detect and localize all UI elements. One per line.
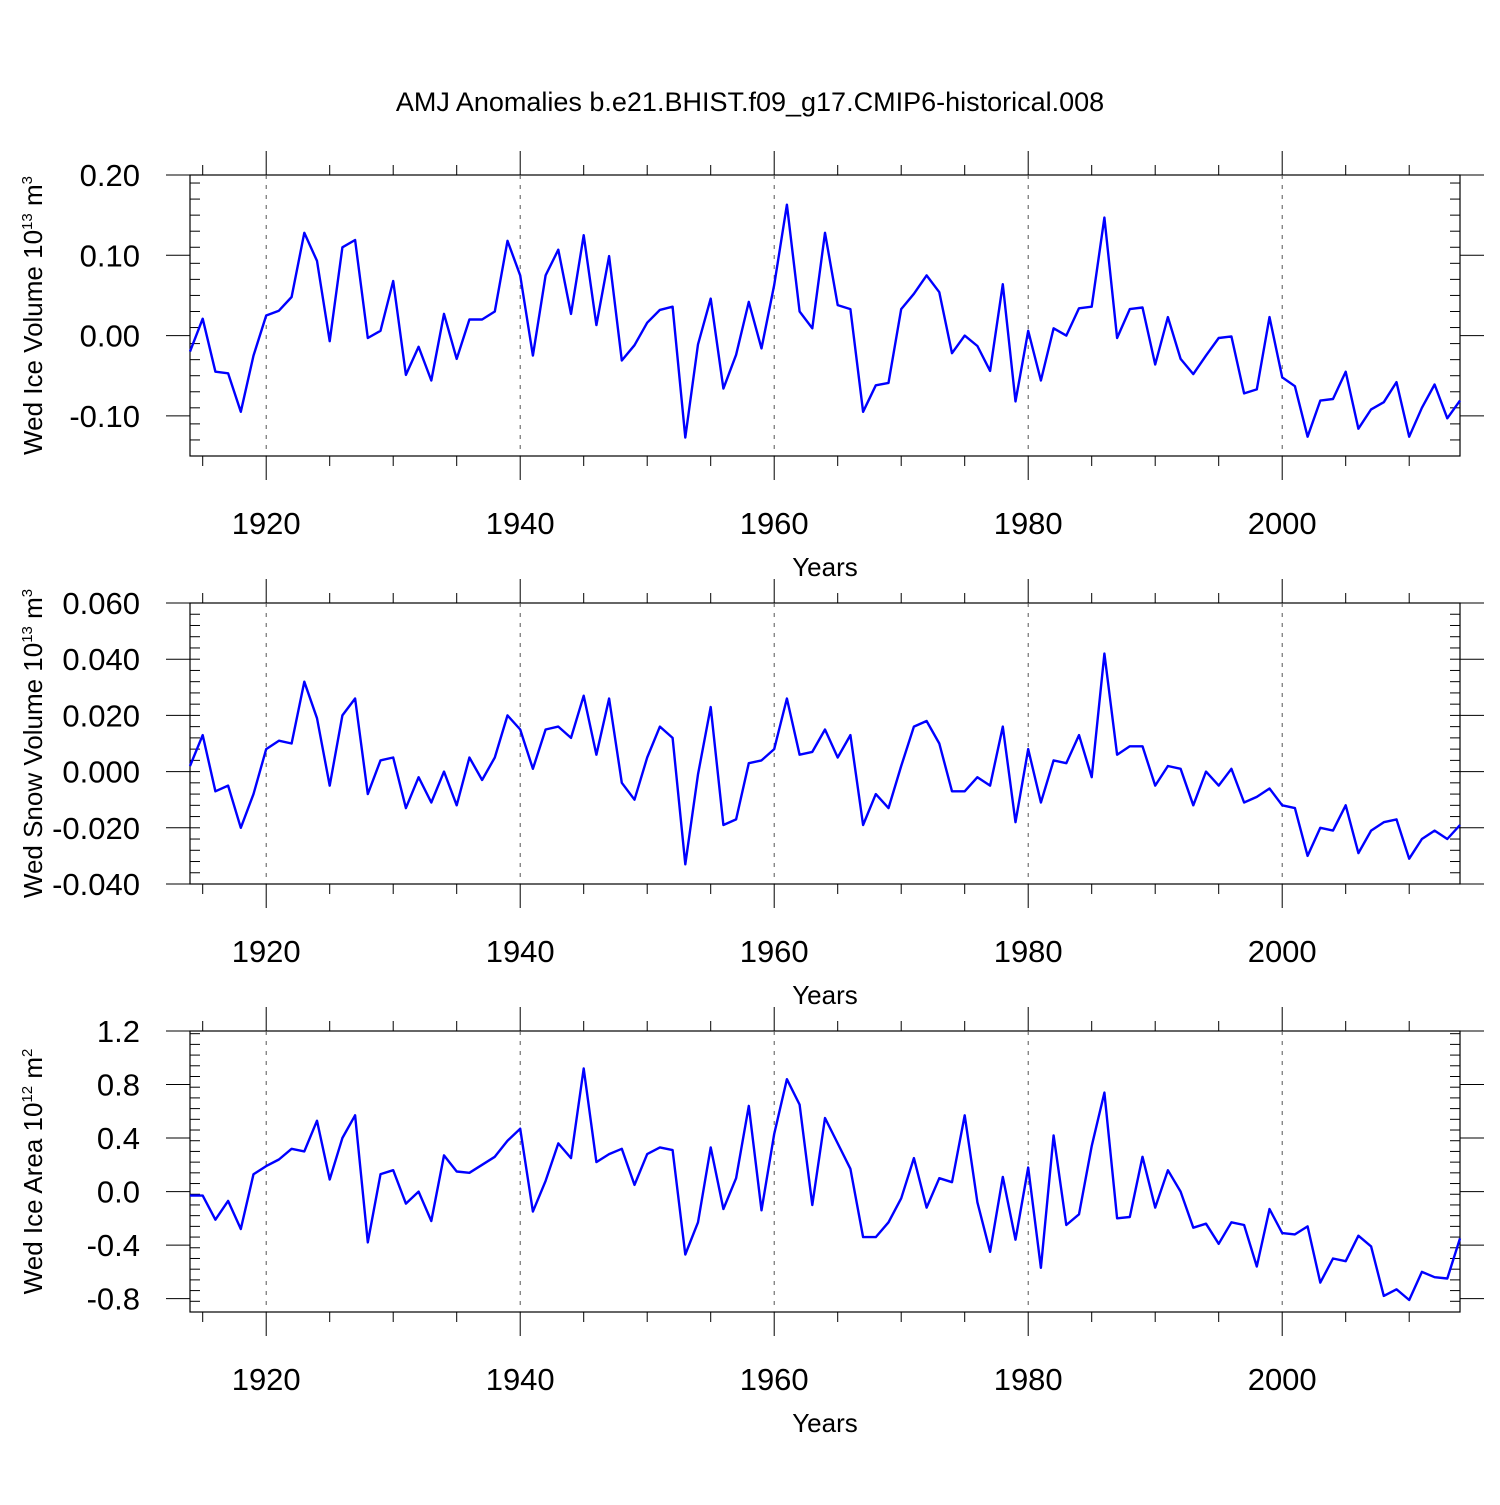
x-tick-label: 1940 (486, 934, 555, 969)
x-tick-label: 1960 (740, 506, 809, 541)
panel-ice-volume: 1920 1940 1960 1980 2000 -0.10 0.00 0.10 0.20 Yea… (18, 151, 1484, 582)
y-tick-label: 0.020 (62, 698, 140, 733)
y-tick-label: 0.20 (80, 158, 140, 193)
x-tick-label: 1920 (232, 1362, 301, 1397)
y-label-text: Wed Ice Area 10 (18, 1103, 48, 1295)
x-axis-label: Years (792, 552, 858, 582)
y-axis-label: Wed Ice Volume 1013 m3 (18, 176, 48, 455)
plot-frame (189, 174, 1461, 457)
y-label-text: m (18, 597, 48, 626)
x-tick-label: 1920 (232, 934, 301, 969)
y-label-superscript: 12 (19, 1086, 36, 1103)
y-label-superscript: 13 (19, 213, 36, 230)
x-axis-label: Years (792, 1408, 858, 1438)
series-line (188, 652, 1461, 866)
x-tick-label: 1920 (232, 506, 301, 541)
y-tick-label: 0.0 (97, 1175, 140, 1210)
y-label-superscript: 13 (19, 626, 36, 643)
y-axis-label: Wed Snow Volume 1013 m3 (18, 589, 48, 898)
plot-frame (189, 1030, 1461, 1313)
y-label-text: m (18, 184, 48, 213)
plot-frame (189, 602, 1461, 885)
x-axis-label: Years (792, 980, 858, 1010)
y-tick-label: -0.8 (87, 1282, 140, 1317)
y-tick-label: -0.020 (52, 811, 140, 846)
y-label-superscript: 3 (19, 176, 36, 184)
series-line (190, 1067, 1462, 1302)
y-label-text: Wed Snow Volume 10 (18, 643, 48, 898)
y-tick-label: -0.040 (52, 867, 140, 902)
y-label-text: m (18, 1057, 48, 1086)
y-tick-label: 1.2 (97, 1014, 140, 1049)
y-tick-label: 0.000 (62, 755, 140, 790)
x-tick-label: 1940 (486, 506, 555, 541)
x-tick-label: 1980 (994, 934, 1063, 969)
y-tick-label: 0.10 (80, 238, 140, 273)
x-tick-label: 1980 (994, 1362, 1063, 1397)
y-label-superscript: 3 (19, 589, 36, 597)
x-tick-label: 2000 (1248, 1362, 1317, 1397)
series-line (188, 203, 1461, 439)
x-tick-label: 2000 (1248, 506, 1317, 541)
y-tick-label: 0.060 (62, 586, 140, 621)
x-tick-label: 1940 (486, 1362, 555, 1397)
y-tick-label: -0.10 (69, 399, 140, 434)
panel-ice-area: 1920 1940 1960 1980 2000 -0.8 -0.4 0.0 0.4 0.8 1.2… (18, 1007, 1484, 1438)
chart-title: AMJ Anomalies b.e21.BHIST.f09_g17.CMIP6-… (396, 87, 1104, 117)
panel-snow-volume: 1920 1940 1960 1980 2000 -0.040 -0.020 0.000 0.0… (18, 579, 1484, 1010)
y-label-superscript: 2 (19, 1049, 36, 1057)
x-tick-label: 2000 (1248, 934, 1317, 969)
x-tick-label: 1960 (740, 934, 809, 969)
y-tick-label: 0.4 (97, 1121, 140, 1156)
y-tick-label: -0.4 (87, 1228, 140, 1263)
x-tick-label: 1980 (994, 506, 1063, 541)
chart-panels: 1920 1940 1960 1980 2000 -0.10 0.00 0.10 0.20 Yea… (18, 151, 1484, 1438)
y-tick-label: 0.8 (97, 1068, 140, 1103)
x-tick-label: 1960 (740, 1362, 809, 1397)
y-axis-label: Wed Ice Area 1012 m2 (18, 1049, 48, 1295)
y-tick-label: 0.00 (80, 319, 140, 354)
y-label-text: Wed Ice Volume 10 (18, 230, 48, 455)
y-tick-label: 0.040 (62, 642, 140, 677)
